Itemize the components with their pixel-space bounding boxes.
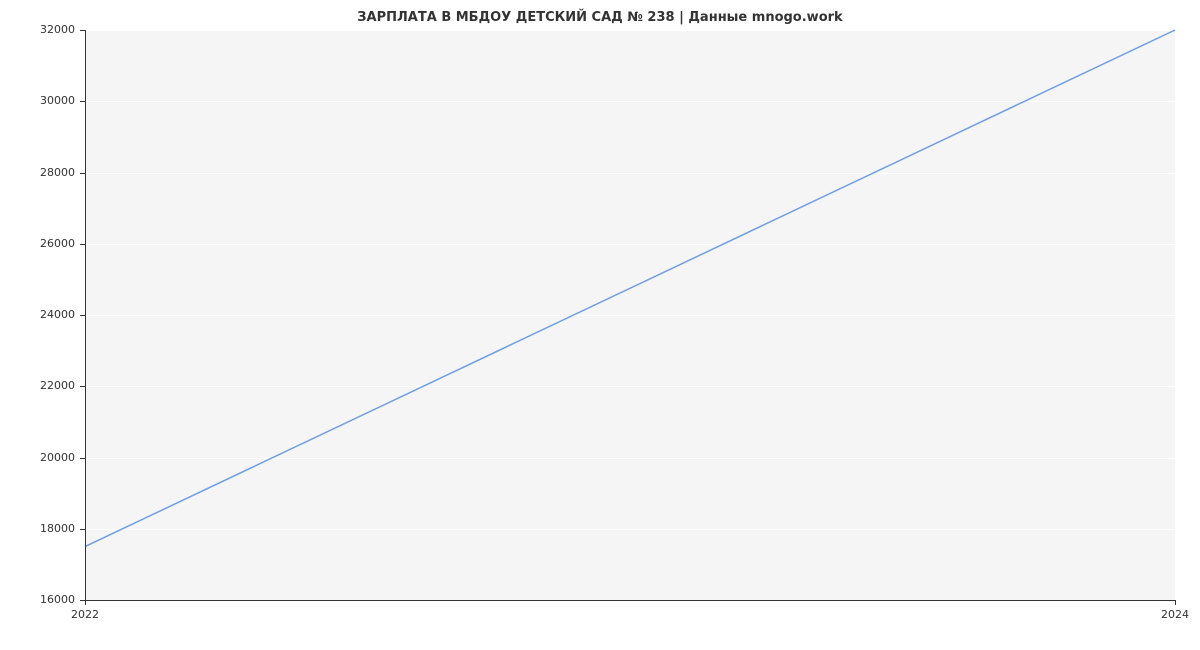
y-tick-label: 22000 <box>20 379 75 392</box>
y-tick-mark <box>80 173 85 174</box>
y-tick-label: 26000 <box>20 237 75 250</box>
x-tick-label: 2022 <box>55 608 115 621</box>
x-tick-mark <box>85 600 86 605</box>
y-tick-label: 32000 <box>20 23 75 36</box>
y-tick-mark <box>80 315 85 316</box>
x-tick-label: 2024 <box>1145 608 1200 621</box>
x-axis <box>85 600 1175 601</box>
y-tick-label: 18000 <box>20 522 75 535</box>
y-tick-mark <box>80 244 85 245</box>
salary-line-chart: ЗАРПЛАТА В МБДОУ ДЕТСКИЙ САД № 238 | Дан… <box>0 0 1200 650</box>
x-tick-mark <box>1175 600 1176 605</box>
y-tick-mark <box>80 458 85 459</box>
y-tick-mark <box>80 386 85 387</box>
y-tick-label: 30000 <box>20 94 75 107</box>
y-tick-label: 16000 <box>20 593 75 606</box>
y-tick-label: 28000 <box>20 166 75 179</box>
plot-area: 1600018000200002200024000260002800030000… <box>85 30 1175 600</box>
y-tick-mark <box>80 30 85 31</box>
series-line-salary <box>85 30 1175 547</box>
y-axis <box>85 30 86 600</box>
chart-title: ЗАРПЛАТА В МБДОУ ДЕТСКИЙ САД № 238 | Дан… <box>0 10 1200 25</box>
y-tick-mark <box>80 101 85 102</box>
y-tick-label: 24000 <box>20 308 75 321</box>
y-tick-label: 20000 <box>20 451 75 464</box>
y-tick-mark <box>80 529 85 530</box>
line-layer <box>85 30 1175 600</box>
